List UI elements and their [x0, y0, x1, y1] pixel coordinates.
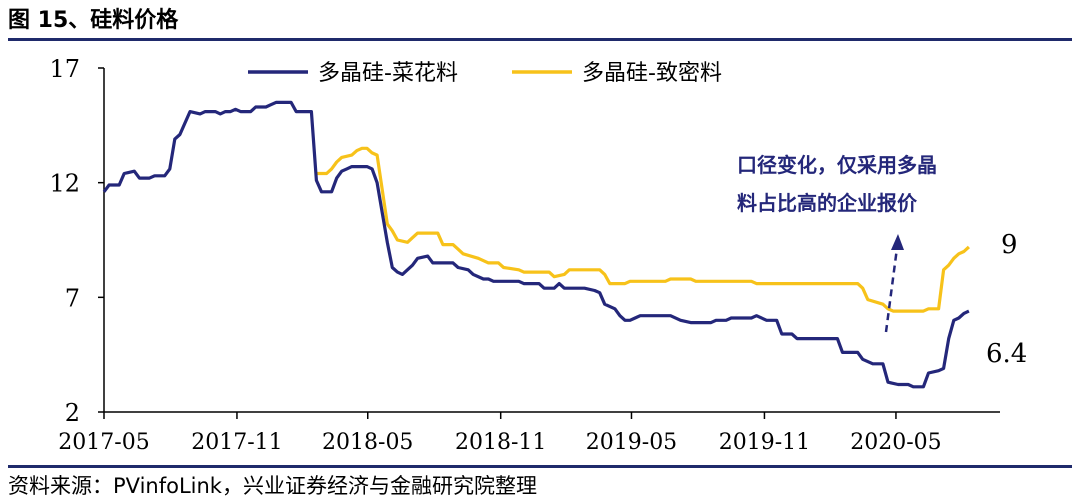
footer-rule: [8, 465, 1072, 468]
annotation-line-1: 口径变化，仅采用多晶: [737, 153, 937, 177]
end-label-cauliflower: 6.4: [986, 339, 1027, 369]
series-line-cauliflower: [102, 100, 970, 389]
legend-label-cauliflower: 多晶硅-菜花料: [318, 61, 458, 86]
x-tick-label: 2017-05: [58, 430, 149, 455]
legend-label-dense: 多晶硅-致密料: [582, 61, 722, 86]
end-label-dense: 9: [1001, 230, 1018, 260]
header-rule: [8, 38, 1072, 41]
x-tick-label: 2017-11: [191, 430, 282, 455]
x-tick-label: 2018-11: [455, 430, 546, 455]
y-tick-label: 17: [49, 55, 80, 83]
x-tick-label: 2019-11: [719, 430, 810, 455]
annotation-line-2: 料占比高的企业报价: [737, 191, 918, 215]
y-tick-label: 12: [49, 170, 80, 198]
series-line-dense: [316, 146, 970, 313]
source-note: 资料来源：PVinfoLink，兴业证券经济与金融研究院整理: [8, 474, 537, 498]
annotation-arrow-head: [891, 234, 904, 250]
x-tick-label: 2019-05: [586, 430, 677, 455]
x-tick-label: 2018-05: [322, 430, 413, 455]
figure-title: 图 15、硅料价格: [8, 8, 179, 33]
x-tick-label: 2020-05: [850, 430, 941, 455]
y-tick-label: 7: [65, 284, 80, 312]
y-tick-label: 2: [65, 399, 80, 427]
annotation-arrow-shaft: [884, 247, 899, 333]
